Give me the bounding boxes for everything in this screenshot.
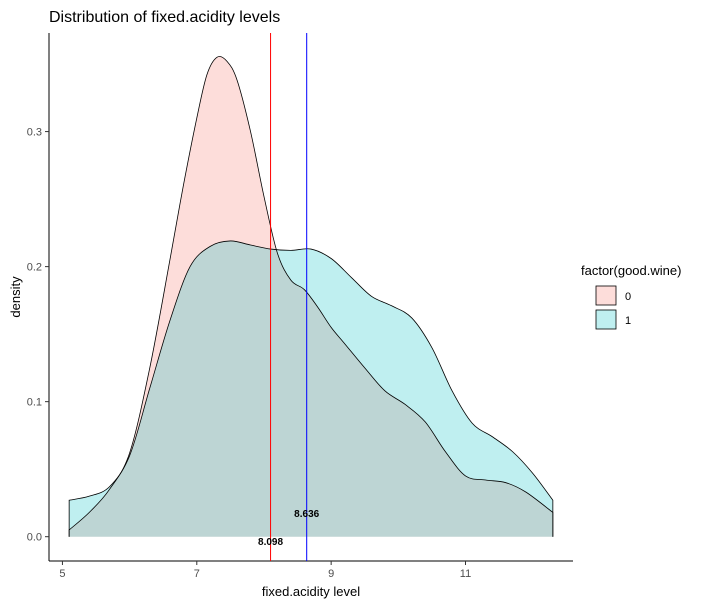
legend-key-1 — [595, 309, 617, 330]
density-line-series-0 — [68, 56, 554, 537]
plot-area: 0.0 0.1 0.2 0.3 5 7 9 11 8.098 8.636 — [27, 33, 573, 580]
chart-title: Distribution of fixed.acidity levels — [49, 9, 280, 26]
legend-label-0: 0 — [625, 291, 631, 303]
legend-key-0 — [595, 285, 617, 306]
density-area-series-0 — [69, 56, 553, 537]
density-line-series-1 — [68, 240, 554, 537]
mean-label-8.098: 8.098 — [258, 537, 283, 548]
legend-label-1: 1 — [625, 315, 631, 327]
y-tick-label: 0.3 — [27, 127, 42, 139]
y-tick-label: 0.2 — [27, 262, 42, 274]
legend: factor(good.wine) 0 1 — [581, 263, 681, 330]
y-tick-label: 0.1 — [27, 397, 42, 409]
density-area-series-1 — [69, 240, 553, 537]
x-tick-label: 9 — [328, 568, 334, 580]
x-tick-label: 11 — [460, 568, 471, 580]
y-axis-title: density — [8, 276, 23, 318]
x-axis-title: fixed.acidity level — [262, 584, 360, 599]
y-tick-label: 0.0 — [27, 532, 42, 544]
legend-title: factor(good.wine) — [581, 263, 681, 278]
x-tick-label: 7 — [194, 568, 200, 580]
x-tick-label: 5 — [59, 568, 65, 580]
mean-label-8.636: 8.636 — [294, 509, 319, 520]
